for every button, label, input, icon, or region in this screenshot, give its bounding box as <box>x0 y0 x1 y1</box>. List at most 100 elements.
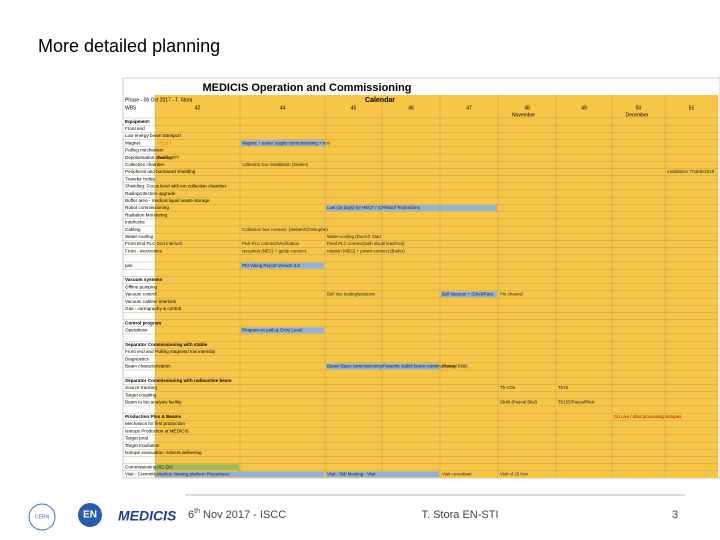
row-label: Isotope Production at MEDICIS <box>125 428 189 433</box>
task-bar <box>326 471 439 478</box>
row-label: Separator Commissioning with radioactive… <box>125 378 231 383</box>
task-text: Tb155/Pascal/Rick <box>558 400 595 405</box>
row-label: Equipment: <box>125 119 151 124</box>
row-label: Depolarisation chamber <box>125 155 174 160</box>
row-label: Peripheral and backward shielding <box>125 169 196 174</box>
row-label: pas <box>125 263 133 268</box>
task-text: Low (16 days) for HECT / ICP/Mod/ Techni… <box>327 205 421 210</box>
row-label: Vacuum systems <box>125 277 163 282</box>
page-number: 3 <box>672 509 678 521</box>
task-bar <box>326 205 497 211</box>
task-text: Pick PLC connect/Verification <box>242 241 300 246</box>
task-text: Bell Vac testing/sessions <box>327 292 376 297</box>
task-text: Sealing 7/7 <box>157 155 180 160</box>
row-label: Commissioning <box>125 464 157 469</box>
task-text: Pin channel <box>500 292 523 297</box>
week-number: 42 <box>195 105 201 111</box>
row-label: Vacuum control <box>125 292 157 297</box>
en-logo <box>78 503 102 527</box>
row-label: Source tracking <box>125 385 157 390</box>
row-label: Magnet <box>125 140 141 145</box>
task-text: End Interlock <box>157 241 183 246</box>
row-label: Front end <box>125 126 145 131</box>
row-label: Radioprotection upgrade <box>125 191 176 196</box>
row-label: Target prod <box>125 436 149 441</box>
row-label: Beam characterization <box>125 364 171 369</box>
task-bar <box>241 140 324 146</box>
task-text: Go Live / start processing isotopes <box>614 414 682 419</box>
week-number: 49 <box>581 105 587 111</box>
row-label: Mechanics for first production <box>125 421 185 426</box>
row-label: Offline pumping <box>125 284 158 289</box>
footer-date: 6th Nov 2017 - ISCC <box>188 508 286 521</box>
row-label: Radiation Monitoring <box>125 212 168 217</box>
week-number: 47 <box>466 105 472 111</box>
task-text: Installation 7Cable/2018 <box>667 169 715 174</box>
task-text: 7/11/17 <box>157 140 172 145</box>
row-label: Interlocks <box>125 220 145 225</box>
week-number: 51 <box>689 105 695 111</box>
row-label: Pulling mechanism <box>125 148 164 153</box>
task-text: Magnet + power supply commissioning + te… <box>242 140 331 145</box>
en-logo-text: EN <box>83 510 97 521</box>
task-bar <box>441 291 497 298</box>
row-label: Shielding: Focus level with ion collecti… <box>125 184 227 189</box>
row-label: Operations <box>125 328 148 333</box>
task-text: Tb-VD5 <box>500 385 516 390</box>
medicis-logo: MEDICIS <box>118 508 177 524</box>
row-label: Control program <box>125 320 161 325</box>
row-label: Target Irradiation <box>125 443 160 448</box>
task-bar <box>241 262 324 269</box>
task-bar <box>156 464 239 470</box>
row-label: Beam to bio analysis facility <box>125 400 182 405</box>
slide-title: More detailed planning <box>38 36 220 56</box>
row-label: Low energy beam transport <box>125 133 182 138</box>
row-label: Target coupling <box>125 392 157 397</box>
wbs-label: WBS <box>125 105 137 111</box>
task-text: Feed PLC connect(with visual lead/Ack) <box>327 241 405 246</box>
task-text: Water-cooling (Dorrer) Start <box>327 234 382 239</box>
row-label: Buffer area - medical liquid waste stora… <box>125 198 210 203</box>
calendar-row <box>155 95 718 104</box>
footer-author: T. Stora EN-STI <box>421 509 498 521</box>
row-label: Cabling <box>125 227 141 232</box>
row-label: Front End PLC <box>125 241 156 246</box>
cern-logo-text: CERN <box>35 514 50 520</box>
week-number: 48 <box>524 105 530 111</box>
row-label: Visit - Committee M <box>125 472 165 477</box>
task-text: Collection box connect. (Sieben/Christop… <box>242 227 328 232</box>
week-number: 50 <box>636 105 642 111</box>
row-label: Production Plus & Beams <box>125 414 182 419</box>
row-label: Isotope evacuation: solvent delivering <box>125 450 202 455</box>
row-label: Gas - cartography & control <box>125 306 181 311</box>
phase-label: Phase - 06 Oct 2017 - T. Stora <box>125 97 193 103</box>
task-text: rotation (NEG) + power connect.(Bader) <box>327 248 405 253</box>
task-text: Beam/ Basic commissioning/Parasitic stab… <box>327 364 456 369</box>
task-bar <box>326 363 439 370</box>
row-label: Robot commissioning <box>125 205 169 210</box>
task-text: ISC-DIS <box>157 464 173 469</box>
task-bar <box>241 327 324 334</box>
task-text: PEt Viking Report Version 2.0 <box>242 263 300 268</box>
task-text: collection box installation (Sieben) <box>242 162 309 167</box>
task-text: Visit of 25 Nov <box>500 472 529 477</box>
task-text: Visit - 3M/ Meeting - Visit <box>327 472 376 477</box>
month-label: December <box>625 112 648 118</box>
row-label: Water-cooling <box>125 234 154 239</box>
task-bar <box>156 471 324 478</box>
row-label: Front - electronics <box>125 248 162 253</box>
month-label: November <box>512 112 535 118</box>
week-number: 45 <box>351 105 357 111</box>
table-title: MEDICIS Operation and Commissioning <box>202 82 411 94</box>
week-row <box>155 104 718 118</box>
task-text: Sb46 (Pascal Bilal) <box>500 400 538 405</box>
row-label: Diagnostics <box>125 356 149 361</box>
row-label: Separator Commissioning with stable <box>125 342 208 347</box>
row-label: Transfer trolley <box>125 176 156 181</box>
task-text: Program on path & Entry Level <box>242 328 302 333</box>
calendar-label: Calendar <box>365 97 395 104</box>
task-text: Tb76 <box>558 385 569 390</box>
task-text: (Pascal Bilal) <box>442 364 468 369</box>
task-text: Medicis Viewing platform Procedures <box>157 472 230 477</box>
task-text: Visit consultant <box>442 472 472 477</box>
